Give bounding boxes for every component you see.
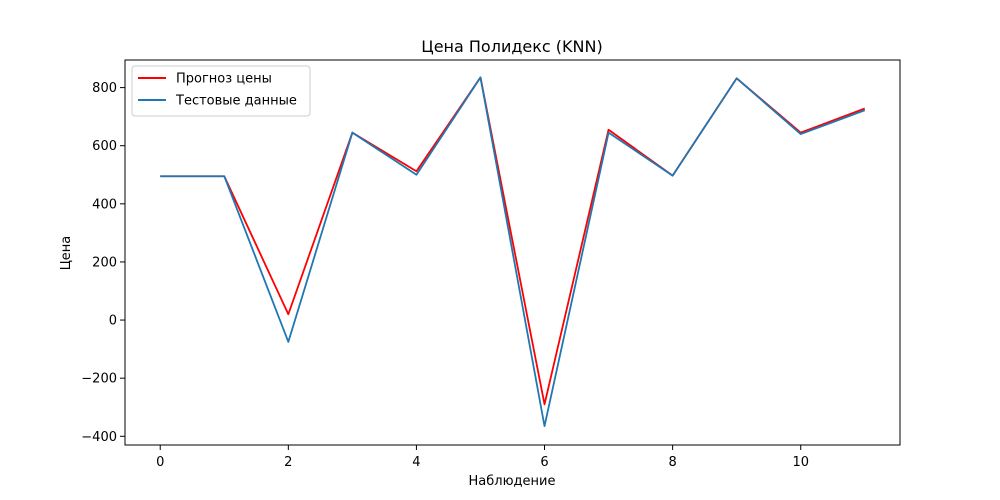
legend-label: Тестовые данные bbox=[175, 94, 297, 109]
y-tick-label: −200 bbox=[81, 372, 117, 387]
x-tick-label: 0 bbox=[156, 455, 164, 470]
x-tick-label: 2 bbox=[284, 455, 292, 470]
y-axis-label: Цена bbox=[59, 236, 74, 271]
legend-label: Прогноз цены bbox=[176, 72, 272, 87]
y-tick-label: 200 bbox=[92, 255, 117, 270]
plot-area: 0 2 4 6 8 10 −400 −200 0 200 400 600 800 bbox=[81, 59, 901, 470]
x-tick-label: 6 bbox=[540, 455, 548, 470]
y-tick-label: 800 bbox=[92, 81, 117, 96]
series-line-0 bbox=[160, 76, 866, 406]
x-tick-label: 4 bbox=[412, 455, 420, 470]
x-tick-label: 10 bbox=[792, 455, 809, 470]
x-axis-label: Наблюдение bbox=[469, 474, 556, 489]
y-axis: −400 −200 0 200 400 600 800 bbox=[81, 81, 125, 445]
series-line-1 bbox=[160, 76, 866, 428]
y-tick-label: −400 bbox=[81, 430, 117, 445]
y-tick-label: 400 bbox=[92, 197, 117, 212]
chart-title: Цена Полидекс (KNN) bbox=[421, 37, 602, 56]
plot-frame bbox=[124, 59, 901, 446]
x-axis: 0 2 4 6 8 10 bbox=[156, 445, 809, 470]
legend: Прогноз цены Тестовые данные bbox=[131, 65, 311, 117]
legend-box bbox=[131, 65, 311, 117]
series-layer bbox=[160, 76, 866, 428]
y-tick-label: 600 bbox=[92, 139, 117, 154]
y-tick-label: 0 bbox=[109, 314, 117, 329]
x-tick-label: 8 bbox=[668, 455, 676, 470]
